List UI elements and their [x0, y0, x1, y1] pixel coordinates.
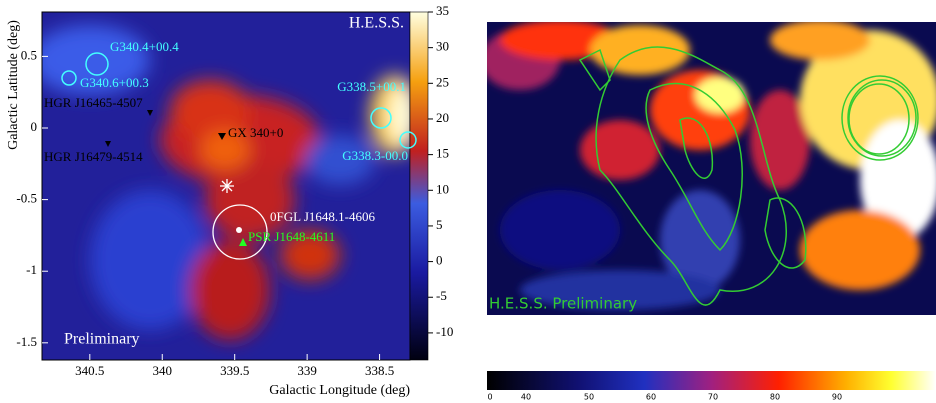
y-axis-label: Galactic Latitude (deg) [6, 20, 21, 150]
source-label: PSR J1648-4611 [248, 229, 335, 244]
colorbar-tick-label: 70 [708, 393, 718, 402]
source-label: G338.5+00.1 [337, 79, 406, 94]
colorbar-tick-label: 0 [436, 253, 443, 268]
colorbar-tick-label: 20 [436, 110, 449, 125]
y-tick-label: 0.5 [21, 47, 37, 62]
colorbar-tick-label: 0 [487, 393, 492, 402]
y-tick-label: -1 [26, 262, 37, 277]
source-markers [61, 52, 417, 260]
error-circle [212, 204, 268, 260]
source-circle [399, 131, 417, 149]
colorbar-tick-label: 25 [436, 74, 449, 89]
radio-map [487, 22, 936, 315]
marker [218, 133, 226, 140]
colorbar-tick-label: 80 [770, 393, 780, 402]
y-tick-label: -0.5 [16, 191, 37, 206]
source-label: HGR J16465-4507 [44, 95, 143, 110]
x-tick-label: 340.5 [75, 363, 104, 378]
x-axis-label: Galactic Longitude (deg) [269, 383, 410, 398]
colorbar-tick-label: 60 [646, 393, 656, 402]
colorbar-tick-label: 5 [436, 217, 443, 232]
x-tick-label: 340 [153, 363, 173, 378]
colorbar-tick-label: 30 [436, 39, 449, 54]
colorbar-tick-label: 90 [832, 393, 842, 402]
star [220, 179, 234, 193]
colorbar [409, 11, 429, 361]
contours [578, 46, 919, 306]
x-tick-label: 338.5 [365, 363, 394, 378]
annotation: Preliminary [64, 331, 140, 348]
pulsar [239, 238, 247, 246]
annotation: H.E.S.S. Preliminary [489, 295, 637, 313]
colorbar-tick-label: 15 [436, 146, 449, 161]
source-label: GX 340+0 [228, 125, 283, 140]
title: H.E.S.S. [349, 15, 404, 32]
fermi-source [236, 227, 242, 233]
colorbar [487, 371, 936, 390]
colorbar-tick-label: 10 [436, 181, 449, 196]
colorbar-tick-label: -10 [436, 324, 453, 339]
y-tick-label: -1.5 [16, 334, 37, 349]
source-label: G340.4+00.4 [110, 39, 179, 54]
colorbar-tick-label: -5 [436, 288, 447, 303]
source-label: G340.6+00.3 [80, 75, 149, 90]
x-tick-label: 339.5 [220, 363, 249, 378]
y-tick-label: 0 [31, 119, 38, 134]
marker [147, 110, 153, 116]
colorbar-tick-label: 35 [436, 3, 449, 18]
x-tick-label: 339 [297, 363, 317, 378]
source-label: 0FGL J1648.1-4606 [270, 209, 375, 224]
colorbar-tick-label: 50 [584, 393, 594, 402]
source-label: G338.3-00.0 [342, 148, 408, 163]
source-circle [61, 70, 77, 86]
significance-map [42, 12, 410, 360]
source-circle [85, 52, 109, 76]
marker [105, 141, 111, 147]
source-circle [370, 107, 392, 129]
source-label: HGR J16479-4514 [44, 149, 143, 164]
colorbar-tick-label: 40 [521, 393, 531, 402]
